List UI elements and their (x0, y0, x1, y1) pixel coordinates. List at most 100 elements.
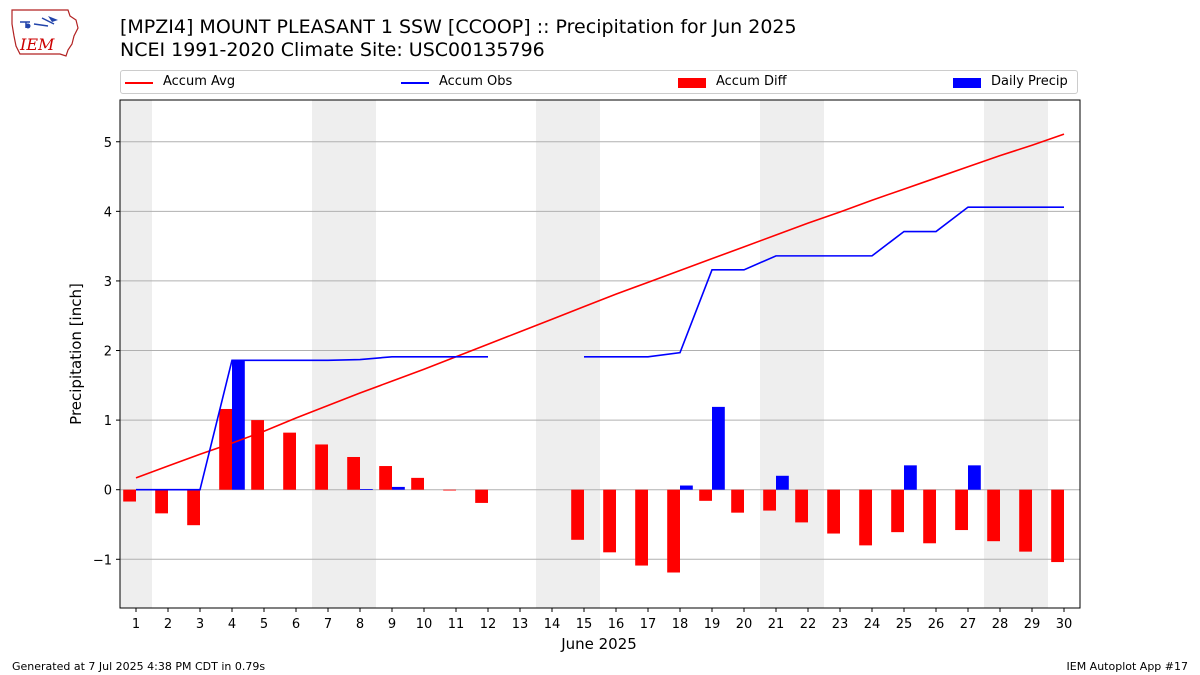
bar-accum-diff-30 (1051, 489, 1064, 563)
xtick-label: 20 (736, 617, 753, 632)
legend-swatch-accum-avg (125, 82, 153, 84)
legend-swatch-daily-precip (953, 78, 981, 88)
bar-daily-precip-27 (968, 465, 981, 490)
bar-accum-diff-15 (571, 489, 584, 540)
bar-accum-diff-10 (411, 477, 424, 490)
xtick-label: 7 (324, 617, 332, 632)
ytick-label: 4 (104, 205, 112, 220)
xtick-label: 4 (228, 617, 236, 632)
xtick-label: 21 (768, 617, 785, 632)
bar-accum-diff-22 (795, 489, 808, 523)
xtick-label: 23 (832, 617, 849, 632)
bar-accum-diff-17 (635, 489, 648, 566)
xtick-label: 12 (480, 617, 497, 632)
weekend-band-1 (120, 100, 152, 608)
line-accum-avg-seg-0 (135, 133, 1065, 479)
xtick-label: 28 (992, 617, 1009, 632)
xtick-label: 25 (896, 617, 913, 632)
xtick-label: 11 (448, 617, 465, 632)
xtick-label: 14 (544, 617, 561, 632)
bar-daily-precip-25 (904, 465, 917, 490)
xtick-label: 6 (292, 617, 300, 632)
xtick-label: 3 (196, 617, 204, 632)
weekend-band-8 (344, 100, 376, 608)
line-accum-obs-seg-1 (584, 206, 1064, 358)
bar-accum-diff-4 (219, 408, 232, 490)
xtick-label: 16 (608, 617, 625, 632)
bar-accum-diff-26 (923, 489, 936, 544)
legend-label-daily-precip: Daily Precip (991, 74, 1068, 89)
bar-accum-diff-11 (443, 489, 456, 491)
ytick-label: 2 (104, 345, 112, 360)
bar-accum-diff-8 (347, 456, 360, 490)
xtick-label: 22 (800, 617, 817, 632)
bar-accum-diff-7 (315, 444, 328, 490)
bar-accum-diff-2 (155, 489, 168, 514)
iem-logo: IEM (11, 9, 79, 57)
xtick-label: 1 (132, 617, 140, 632)
xtick-label: 13 (512, 617, 529, 632)
bar-daily-precip-18 (680, 485, 693, 490)
xtick-label: 2 (164, 617, 172, 632)
legend-label-accum-avg: Accum Avg (163, 74, 236, 89)
xtick-label: 17 (640, 617, 657, 632)
xtick-label: 10 (416, 617, 433, 632)
xtick-label: 24 (864, 617, 881, 632)
logo-text: IEM (19, 35, 55, 54)
xtick-label: 29 (1024, 617, 1041, 632)
bar-accum-diff-20 (731, 489, 744, 513)
legend-swatch-accum-diff (678, 78, 706, 88)
x-axis-label: June 2025 (560, 635, 637, 653)
xtick-label: 27 (960, 617, 977, 632)
bar-accum-diff-24 (859, 489, 872, 546)
bar-accum-diff-21 (763, 489, 776, 511)
bar-accum-diff-6 (283, 432, 296, 490)
ytick-label: 5 (104, 136, 112, 151)
ytick-label: 0 (104, 484, 112, 499)
legend-label-accum-obs: Accum Obs (439, 74, 513, 89)
legend-label-accum-diff: Accum Diff (716, 74, 787, 89)
footer-app: IEM Autoplot App #17 (1066, 660, 1189, 673)
weekend-band-7 (312, 100, 344, 608)
ytick-label: 1 (104, 414, 112, 429)
y-axis-label: Precipitation [inch] (67, 283, 85, 425)
bar-accum-diff-19 (699, 489, 712, 501)
ytick-label: −1 (93, 553, 112, 568)
xtick-label: 18 (672, 617, 689, 632)
bar-accum-diff-1 (123, 489, 136, 502)
bar-accum-diff-3 (187, 489, 200, 526)
bar-daily-precip-9 (392, 486, 405, 490)
weekend-band-22 (792, 100, 824, 608)
chart-title: [MPZI4] MOUNT PLEASANT 1 SSW [CCOOP] :: … (120, 16, 797, 38)
xtick-label: 26 (928, 617, 945, 632)
weekend-band-21 (760, 100, 792, 608)
bar-accum-diff-12 (475, 489, 488, 503)
bar-daily-precip-8 (360, 489, 373, 490)
xtick-label: 9 (388, 617, 396, 632)
weekend-band-29 (1016, 100, 1048, 608)
footer-generated: Generated at 7 Jul 2025 4:38 PM CDT in 0… (12, 660, 266, 673)
bar-accum-diff-27 (955, 489, 968, 531)
xtick-label: 30 (1056, 617, 1073, 632)
bar-accum-diff-18 (667, 489, 680, 573)
xtick-label: 19 (704, 617, 721, 632)
legend: Accum Avg Accum Obs Accum Diff Daily Pre… (120, 70, 1078, 94)
plot-frame (119, 99, 1081, 609)
ytick-label: 3 (104, 275, 112, 290)
bar-accum-diff-9 (379, 466, 392, 490)
bar-daily-precip-21 (776, 475, 789, 490)
bar-accum-diff-28 (987, 489, 1000, 542)
weekend-band-14 (536, 100, 568, 608)
bar-accum-diff-5 (251, 420, 264, 490)
legend-swatch-accum-obs (401, 82, 429, 84)
bar-daily-precip-19 (712, 406, 725, 490)
bar-accum-diff-23 (827, 489, 840, 534)
weekend-band-28 (984, 100, 1016, 608)
xtick-label: 5 (260, 617, 268, 632)
line-accum-obs-seg-0 (136, 355, 488, 491)
bar-daily-precip-4 (232, 360, 245, 490)
chart-subtitle: NCEI 1991-2020 Climate Site: USC00135796 (120, 39, 545, 61)
bar-accum-diff-25 (891, 489, 904, 533)
xtick-label: 15 (576, 617, 593, 632)
